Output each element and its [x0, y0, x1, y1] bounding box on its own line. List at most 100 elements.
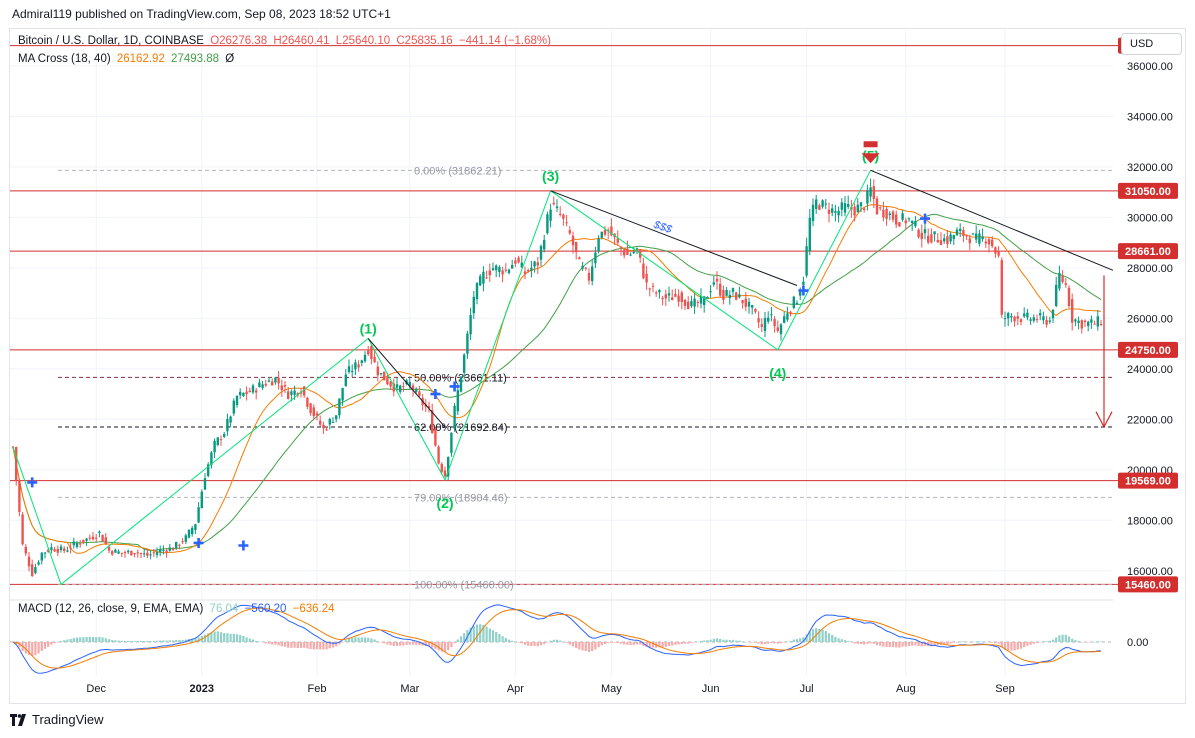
candle-body — [911, 220, 914, 223]
currency-button[interactable]: USD — [1121, 33, 1182, 55]
macd-hist-bar — [319, 642, 322, 650]
time-tick-label: Feb — [308, 683, 327, 695]
macd-hist-bar — [760, 642, 763, 645]
macd-hist-bar — [1058, 635, 1061, 642]
macd-hist-bar — [770, 642, 773, 644]
ma-cross-icon — [920, 213, 930, 224]
macd-hist-bar — [411, 642, 415, 645]
macd-hist-bar — [213, 631, 216, 642]
candle-body — [875, 198, 879, 215]
candle-body — [325, 429, 328, 431]
candle-body — [728, 294, 731, 299]
candle-body — [888, 213, 891, 216]
macd-hist-bar — [629, 642, 632, 645]
macd-hist-bar — [447, 642, 450, 651]
macd-hist-bar — [859, 642, 863, 645]
candle-body — [178, 544, 181, 546]
candle-body — [565, 222, 568, 224]
macd-hist-bar — [626, 642, 629, 645]
candle-body — [645, 273, 648, 283]
macd-hist-bar — [943, 642, 946, 645]
macd-hist-bar — [568, 642, 571, 645]
candle-body — [341, 387, 344, 401]
macd-hist-bar — [15, 642, 18, 645]
candle-body — [175, 541, 178, 548]
macd-hist-bar — [226, 633, 229, 642]
macd-hist-bar — [123, 641, 127, 642]
macd-hist-bar — [997, 642, 1000, 644]
candle-body — [994, 247, 997, 254]
candle-body — [651, 285, 655, 287]
candle-body — [789, 311, 792, 313]
fib-label: 79.00% (18904.46) — [414, 492, 508, 504]
candle-body — [47, 549, 50, 552]
candle-body — [747, 301, 751, 307]
candle-body — [847, 203, 850, 207]
candle-body — [1007, 313, 1010, 319]
macd-hist-bar — [43, 642, 47, 649]
trendline-wave3 — [550, 190, 798, 286]
macd-hist-bar — [984, 641, 987, 643]
candle-body — [466, 333, 469, 354]
candle-body — [411, 385, 415, 391]
level-price-label: 15460.00 — [1125, 579, 1171, 591]
publish-header: Admiral119 published on TradingView.com,… — [0, 0, 1195, 28]
candle-body — [664, 294, 667, 299]
candle-body — [296, 393, 299, 396]
tradingview-footer: TradingView — [10, 712, 104, 727]
candle-body — [1029, 319, 1032, 321]
macd-hist-bar — [277, 642, 280, 646]
candle-body — [507, 269, 511, 274]
macd-hist-bar — [875, 642, 879, 646]
macd-hist-bar — [75, 637, 79, 642]
candle-body — [943, 238, 946, 242]
candle-body — [1099, 323, 1103, 326]
macd-hist-bar — [1007, 642, 1010, 651]
macd-hist-bar — [415, 642, 418, 645]
macd-zero-tick: 0.00 — [1127, 637, 1148, 649]
macd-hist-bar — [72, 638, 75, 642]
candle-body — [207, 464, 210, 476]
macd-hist-bar — [1013, 642, 1016, 651]
macd-hist-bar — [139, 641, 143, 642]
macd-hist-bar — [687, 642, 690, 644]
candle-body — [981, 236, 984, 240]
macd-hist-bar — [978, 641, 981, 642]
macd-hist-bar — [872, 642, 875, 644]
ohlc-high: H26460.41 — [273, 35, 330, 47]
macd-hist-bar — [904, 642, 907, 647]
horizontal-levels — [10, 45, 1120, 585]
candle-body — [741, 300, 744, 304]
candle-body — [402, 386, 405, 388]
macd-label: MACD (12, 26, close, 9, EMA, EMA) — [18, 603, 204, 615]
macd-hist-bar — [933, 642, 936, 646]
fib-label: 0.00% (31862.21) — [414, 165, 501, 177]
macd-hist-bar — [562, 641, 565, 643]
candle-body — [770, 314, 773, 316]
macd-legend[interactable]: MACD (12, 26, close, 9, EMA, EMA) 76.04 … — [18, 603, 338, 615]
candle-body — [623, 249, 626, 256]
candle-body — [344, 374, 347, 387]
macd-hist-bar — [719, 638, 722, 642]
target-arrow-head — [1095, 411, 1113, 429]
macd-hist-bar — [811, 629, 815, 642]
macd-hist-bar — [587, 642, 591, 652]
candle-body — [117, 551, 120, 554]
candle-body — [123, 552, 127, 554]
candle-body — [303, 386, 306, 396]
macd-hist-bar — [223, 633, 226, 642]
price-tick-label: 22000.00 — [1127, 414, 1173, 426]
candle-body — [322, 424, 325, 429]
candle-body — [1039, 313, 1042, 316]
candle-body — [754, 309, 757, 312]
candle-body — [149, 554, 152, 556]
ma-legend[interactable]: MA Cross (18, 40) 26162.92 27493.88 Ø — [18, 53, 237, 65]
candle-body — [827, 209, 831, 214]
macd-hist-bar — [453, 642, 456, 644]
macd-hist-bar — [402, 642, 405, 646]
candle-body — [453, 405, 456, 429]
candle-body — [597, 238, 600, 252]
candle-body — [927, 235, 930, 243]
macd-hist-bar — [117, 640, 120, 642]
